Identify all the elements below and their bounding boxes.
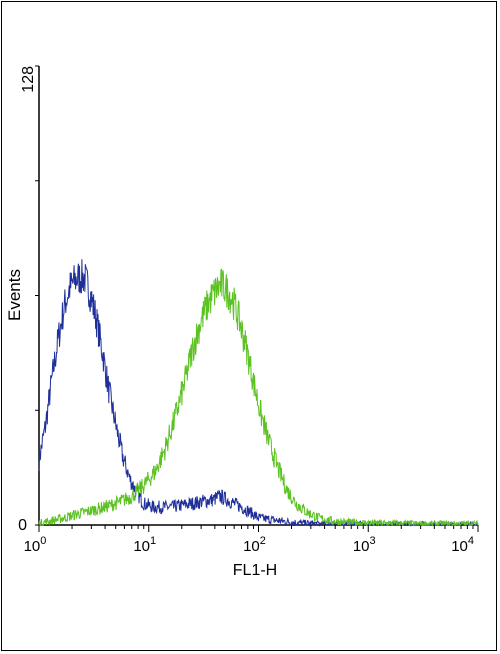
y-tick-label-max: 128 <box>20 66 37 93</box>
series-line-2 <box>38 268 479 527</box>
x-tick-exponent: 1 <box>150 535 156 547</box>
x-tick-exponent: 4 <box>468 535 474 547</box>
x-tick-base: 10 <box>243 538 260 555</box>
x-tick-base: 10 <box>451 538 468 555</box>
x-tick-label-4: 104 <box>451 535 474 555</box>
x-tick-exponent: 2 <box>260 535 266 547</box>
x-tick-base: 10 <box>353 538 370 555</box>
y-tick-label-min: 0 <box>18 517 27 534</box>
x-tick-exponent: 3 <box>370 535 376 547</box>
x-tick-label-3: 103 <box>353 535 376 555</box>
x-tick-label-1: 101 <box>133 535 156 555</box>
x-tick-label-0: 100 <box>24 535 47 555</box>
series-line-1 <box>38 259 479 527</box>
y-tick-group <box>35 65 39 526</box>
x-tick-base: 10 <box>133 538 150 555</box>
x-tick-group: 100 101 102 103 104 <box>24 525 479 555</box>
y-axis-title: Events <box>5 269 24 321</box>
x-tick-exponent: 0 <box>40 535 46 547</box>
x-tick-base: 10 <box>24 538 41 555</box>
series-group <box>38 259 479 527</box>
x-tick-label-2: 102 <box>243 535 266 555</box>
plot-axes <box>38 66 478 526</box>
x-axis-title: FL1-H <box>233 562 277 579</box>
